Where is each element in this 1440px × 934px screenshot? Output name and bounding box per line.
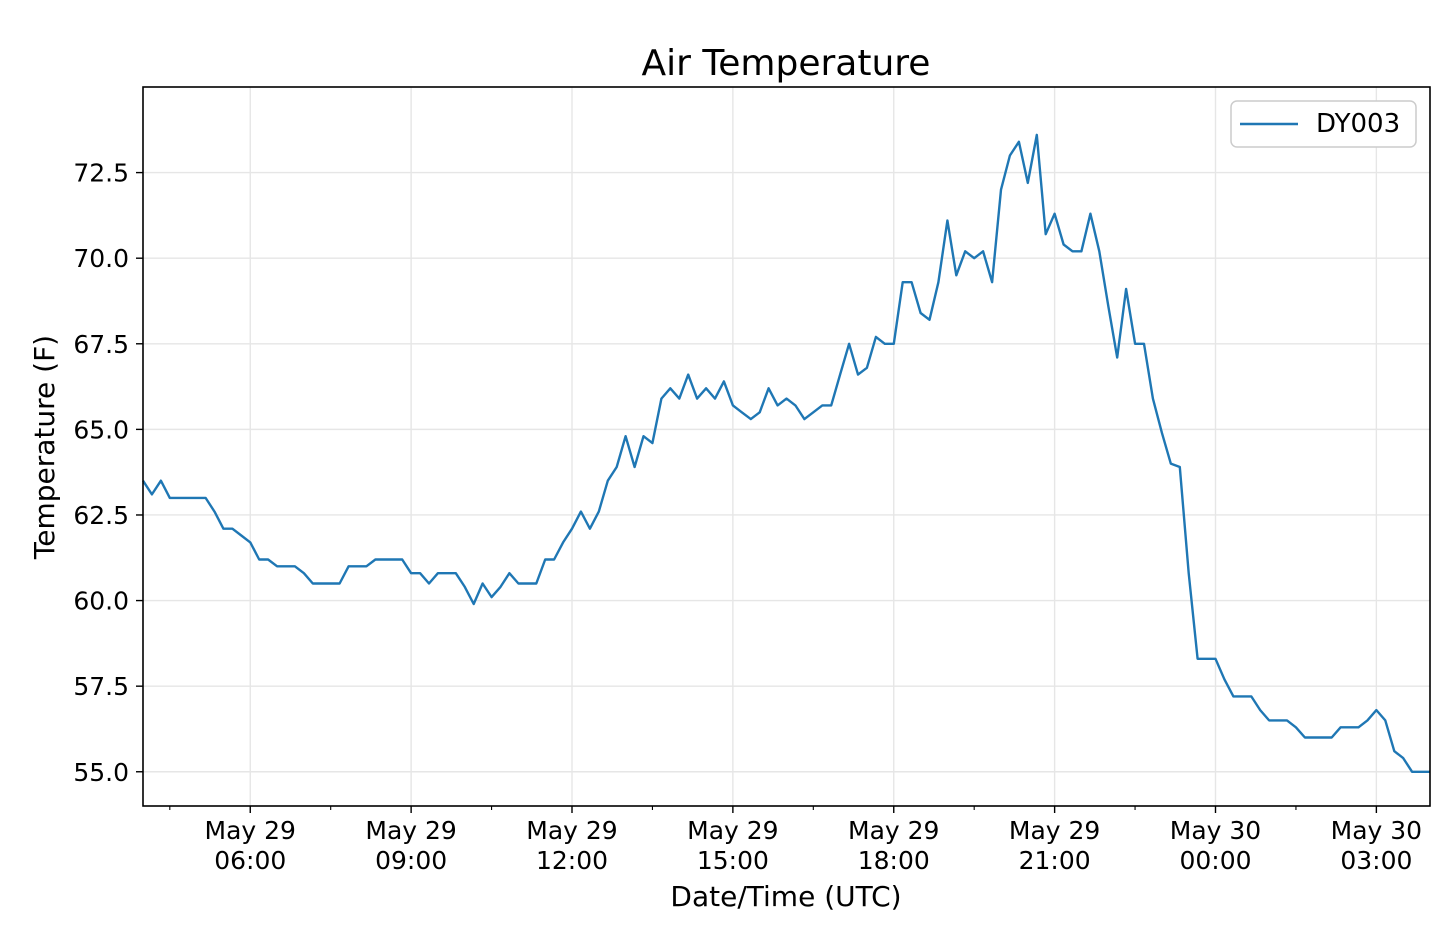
x-tick-label: 06:00 [214, 846, 286, 875]
y-axis-label: Temperature (F) [28, 335, 61, 560]
x-tick-label: 18:00 [858, 846, 930, 875]
legend-box [1230, 100, 1417, 148]
x-tick-label: May 29 [526, 816, 617, 845]
x-tick-label: May 29 [205, 816, 296, 845]
y-tick-label: 67.5 [73, 330, 129, 359]
grid-lines [143, 87, 1430, 806]
y-tick-label: 72.5 [73, 159, 129, 188]
legend-label: DY003 [1316, 109, 1400, 139]
x-tick-label: May 29 [365, 816, 456, 845]
y-tick-label: 60.0 [73, 587, 129, 616]
series-layer [141, 133, 1430, 773]
y-tick-label: 70.0 [73, 244, 129, 273]
x-tick-label: May 29 [848, 816, 939, 845]
x-tick-label: 00:00 [1179, 846, 1251, 875]
x-tick-label: 21:00 [1019, 846, 1091, 875]
plot-frame [142, 86, 1431, 807]
x-tick-label: 12:00 [536, 846, 608, 875]
x-tick-label: 15:00 [697, 846, 769, 875]
y-tick-label: 57.5 [73, 672, 129, 701]
y-tick-label: 65.0 [73, 415, 129, 444]
y-tick-label: 55.0 [73, 758, 129, 787]
x-axis-label: Date/Time (UTC) [670, 880, 901, 913]
y-axis: 55.0 57.5 60.0 62.5 65.0 67.5 70.0 72.5 [73, 159, 143, 787]
x-tick-label: May 29 [687, 816, 778, 845]
x-tick-label: 09:00 [375, 846, 447, 875]
chart-title: Air Temperature [642, 43, 931, 84]
legend: DY003 [1230, 100, 1417, 148]
x-tick-label: 03:00 [1340, 846, 1412, 875]
series-line-dy003 [141, 133, 1430, 773]
x-tick-label: May 30 [1170, 816, 1261, 845]
x-tick-label: May 29 [1009, 816, 1100, 845]
x-tick-label: May 30 [1331, 816, 1422, 845]
y-tick-label: 62.5 [73, 501, 129, 530]
